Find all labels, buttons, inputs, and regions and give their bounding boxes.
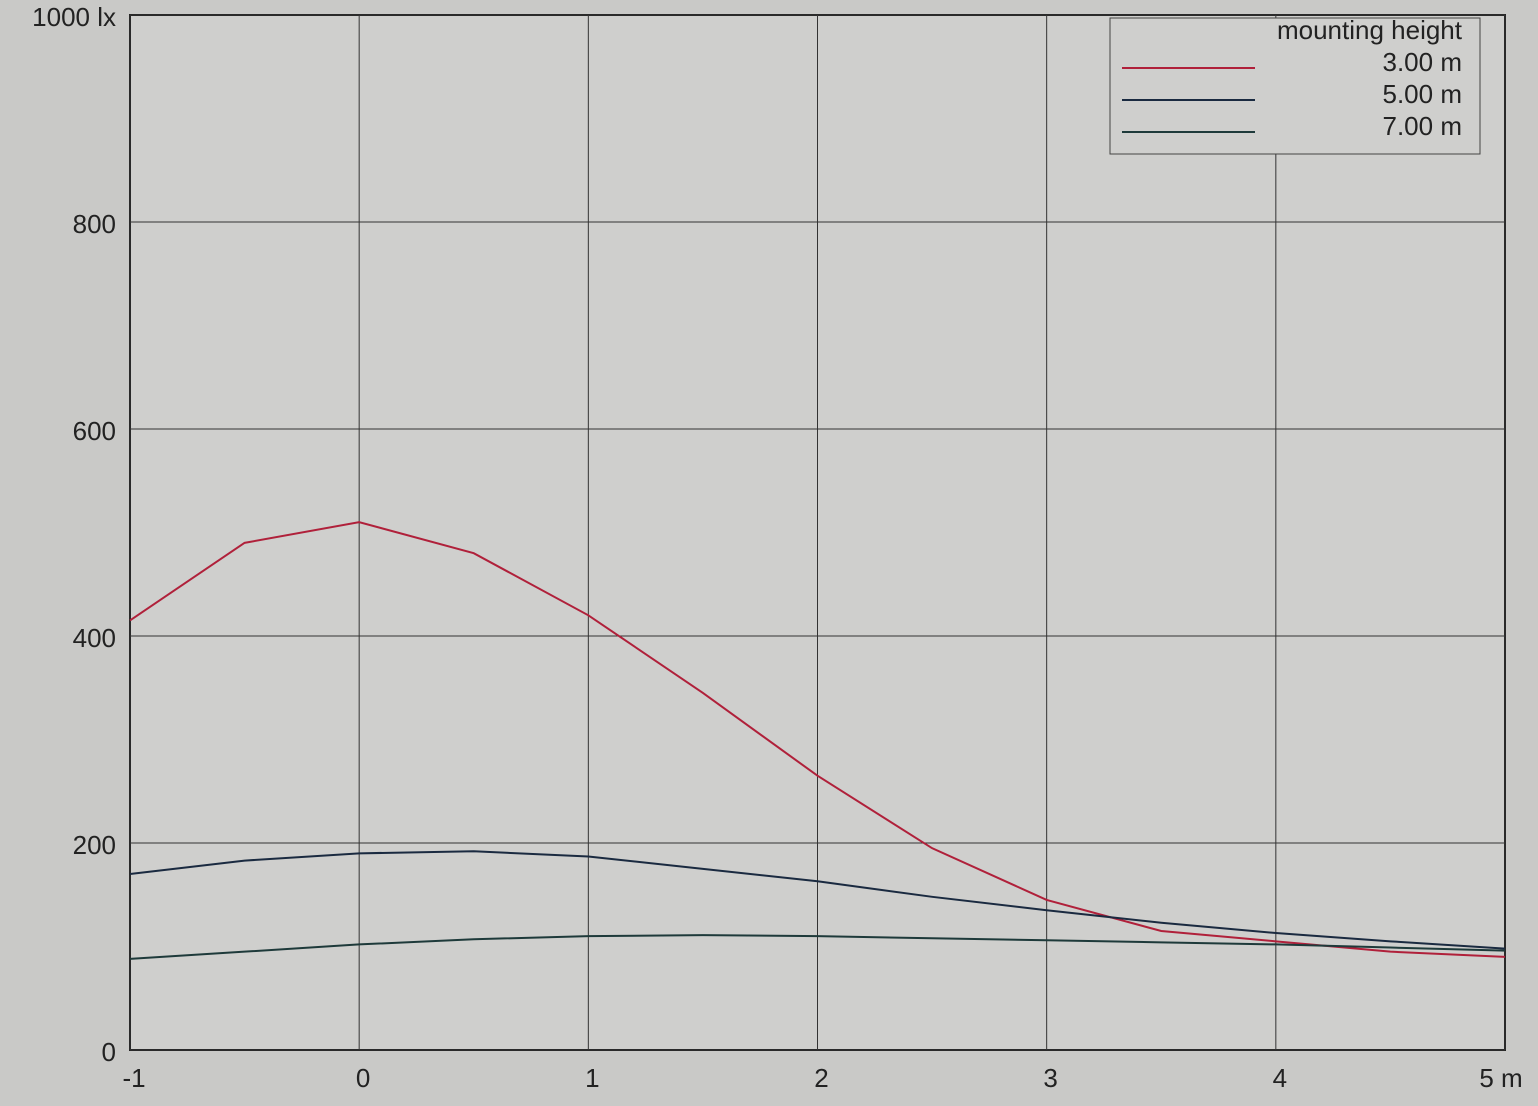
x-tick-label: 3 — [1043, 1063, 1057, 1093]
legend-label: 3.00 m — [1383, 47, 1463, 77]
line-series — [129, 521, 1506, 958]
line-series — [129, 850, 1506, 950]
x-tick-label: 2 — [814, 1063, 828, 1093]
y-tick-label: 400 — [73, 623, 116, 653]
line-series — [129, 934, 1506, 960]
x-tick-label: 5 m — [1479, 1063, 1522, 1093]
x-tick-label: 0 — [356, 1063, 370, 1093]
y-tick-label: 800 — [73, 209, 116, 239]
x-tick-label: -1 — [122, 1063, 145, 1093]
y-tick-label: 0 — [102, 1037, 116, 1067]
y-tick-label: 200 — [73, 830, 116, 860]
x-tick-label: 4 — [1273, 1063, 1287, 1093]
x-tick-label: 1 — [585, 1063, 599, 1093]
legend-label: 7.00 m — [1383, 111, 1463, 141]
legend-title: mounting height — [1277, 15, 1463, 45]
y-tick-label: 600 — [73, 416, 116, 446]
y-tick-label: 1000 lx — [32, 2, 116, 32]
legend-label: 5.00 m — [1383, 79, 1463, 109]
